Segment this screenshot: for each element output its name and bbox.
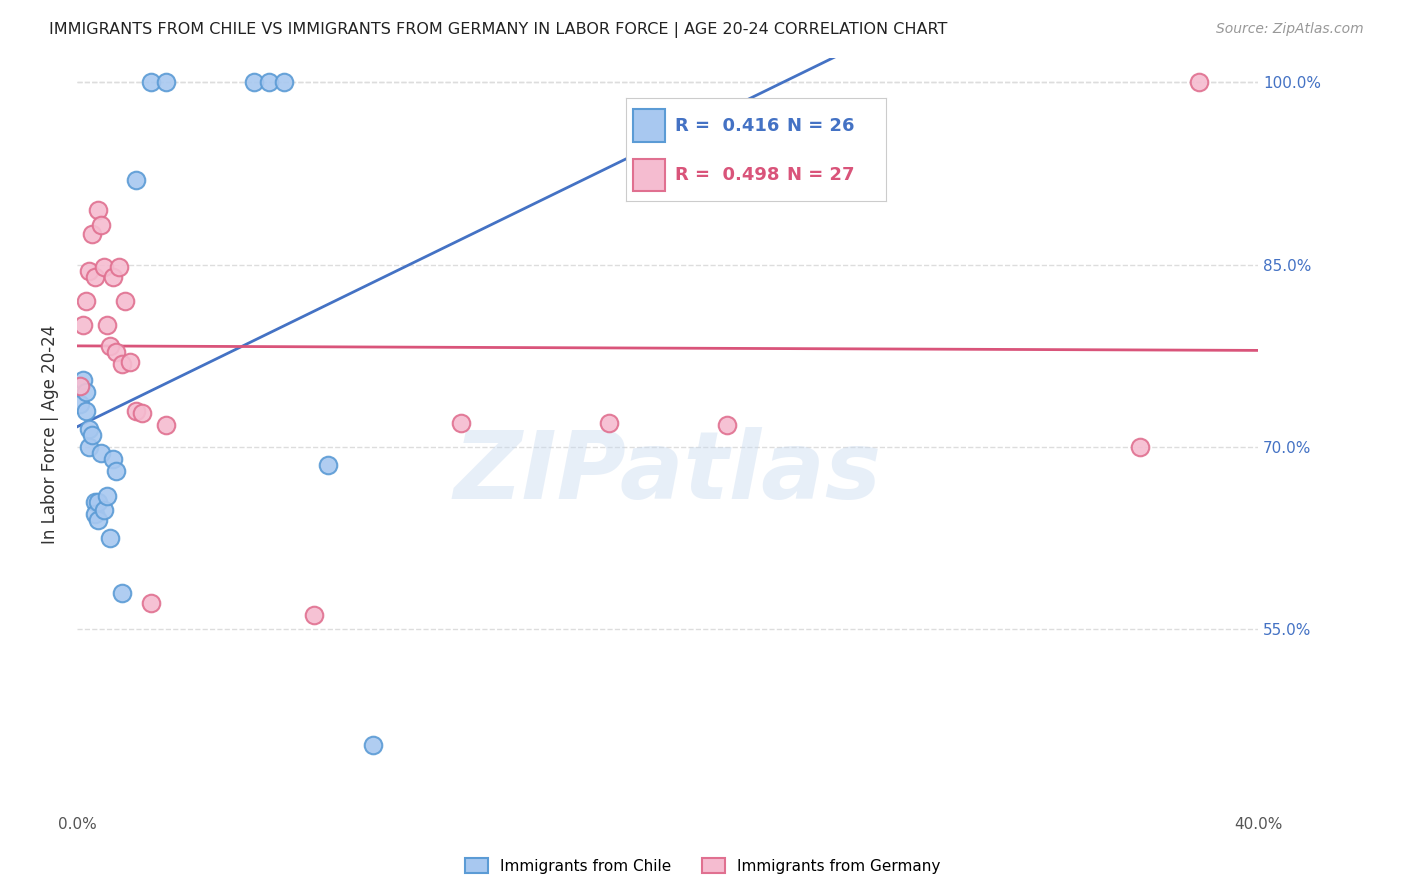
Text: Source: ZipAtlas.com: Source: ZipAtlas.com [1216, 22, 1364, 37]
Point [131, 406, 153, 420]
Text: IMMIGRANTS FROM CHILE VS IMMIGRANTS FROM GERMANY IN LABOR FORCE | AGE 20-24 CORR: IMMIGRANTS FROM CHILE VS IMMIGRANTS FROM… [49, 22, 948, 38]
Point [69, 397, 91, 411]
Point [111, 586, 132, 600]
Point [98, 531, 121, 545]
Point [111, 357, 132, 371]
Point [1188, 75, 1211, 89]
Point [72, 373, 94, 387]
Point [93, 260, 115, 274]
Point [82, 428, 104, 442]
Point [141, 75, 163, 89]
Text: R =  0.416: R = 0.416 [675, 117, 779, 135]
Point [125, 172, 148, 186]
Point [87, 202, 110, 217]
Legend: Immigrants from Chile, Immigrants from Germany: Immigrants from Chile, Immigrants from G… [460, 852, 946, 880]
Point [1129, 440, 1152, 454]
Point [114, 294, 136, 309]
Point [93, 503, 115, 517]
Y-axis label: In Labor Force | Age 20-24: In Labor Force | Age 20-24 [41, 326, 59, 544]
Point [361, 738, 384, 752]
Point [101, 452, 124, 467]
Point [318, 458, 340, 473]
Point [69, 379, 91, 393]
Point [75, 294, 97, 309]
Text: N = 26: N = 26 [787, 117, 855, 135]
Point [120, 355, 142, 369]
Point [450, 416, 472, 430]
Point [101, 269, 124, 284]
Text: N = 27: N = 27 [787, 166, 855, 184]
Point [77, 264, 100, 278]
Point [96, 489, 118, 503]
Point [155, 75, 177, 89]
Point [87, 494, 110, 508]
FancyBboxPatch shape [634, 159, 665, 192]
Point [273, 75, 295, 89]
Point [98, 339, 121, 353]
Point [75, 403, 97, 417]
Point [84, 507, 107, 521]
Point [90, 446, 112, 460]
Point [72, 318, 94, 333]
Point [90, 218, 112, 232]
Point [84, 494, 107, 508]
Point [77, 422, 100, 436]
Point [84, 269, 107, 284]
Point [82, 227, 104, 242]
Text: ZIPatlas: ZIPatlas [454, 426, 882, 518]
Point [243, 75, 266, 89]
Point [104, 464, 127, 478]
Point [125, 403, 148, 417]
Point [75, 385, 97, 400]
Point [87, 513, 110, 527]
Point [104, 345, 127, 359]
Point [716, 418, 738, 433]
Point [107, 260, 129, 274]
Point [302, 607, 325, 622]
Point [259, 75, 281, 89]
Point [155, 418, 177, 433]
FancyBboxPatch shape [634, 110, 665, 142]
Text: R =  0.498: R = 0.498 [675, 166, 779, 184]
Point [598, 416, 620, 430]
Point [96, 318, 118, 333]
Point [77, 440, 100, 454]
Point [141, 596, 163, 610]
